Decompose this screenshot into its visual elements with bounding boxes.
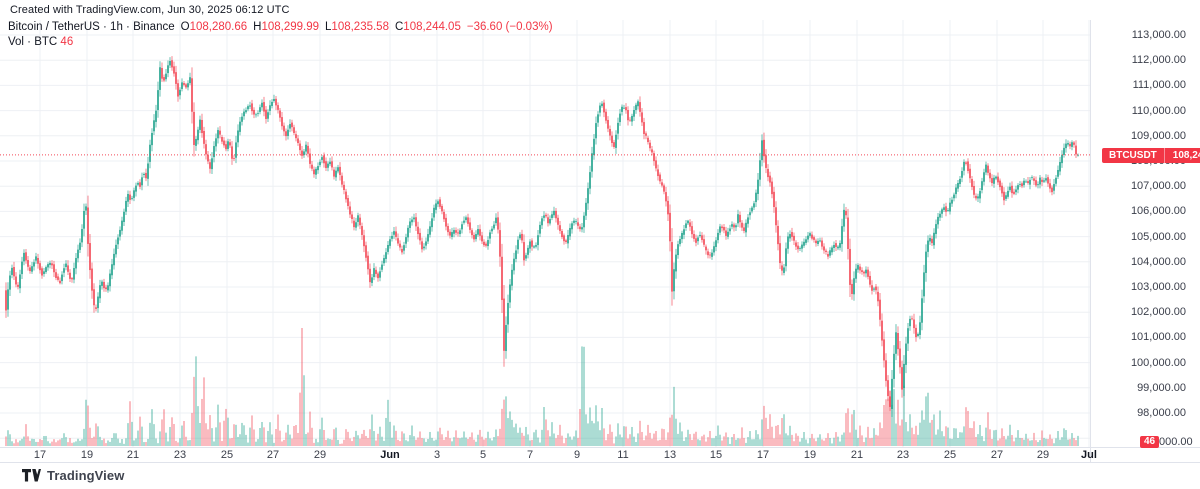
- legend-symbol-row: Bitcoin / TetherUS · 1h · Binance O108,28…: [8, 21, 553, 33]
- time-tick-label: 7: [526, 449, 534, 461]
- time-tick-label: 19: [803, 449, 817, 461]
- time-tick-label: 27: [266, 449, 280, 461]
- volume-value: 46: [60, 36, 74, 48]
- price-tick-label: 107,000.00: [1130, 180, 1186, 193]
- price-tick-label: 104,000.00: [1130, 255, 1186, 268]
- price-tick-label: 103,000.00: [1130, 281, 1186, 293]
- footer-separator: [0, 462, 1200, 463]
- price-axis-separator: [1090, 20, 1091, 462]
- price-tick-label: 99,000.00: [1137, 381, 1186, 394]
- time-tick-label: 9: [573, 449, 581, 461]
- high-label: H: [253, 21, 262, 33]
- time-axis[interactable]: 17 19 21 23 25 27 29 Jun 3 5 7 9 11 13 15 17 19 21 23 25 27 2…: [0, 449, 1097, 462]
- time-tick-label: 19: [80, 449, 94, 461]
- time-tick-label: 13: [663, 449, 677, 461]
- last-price-badge: BTCUSDT 108,244.05: [1102, 148, 1200, 163]
- price-tick-label: 101,000.00: [1130, 331, 1186, 344]
- time-tick-label: Jul: [1081, 449, 1097, 461]
- time-tick-label: 25: [220, 449, 234, 461]
- close-label: C: [394, 21, 404, 33]
- time-tick-label: Jun: [380, 449, 400, 461]
- time-tick-label: 21: [126, 449, 140, 461]
- low-label: L: [325, 21, 332, 33]
- tradingview-logo-text: TradingView: [47, 468, 125, 483]
- price-tick-label: 102,000.00: [1130, 306, 1186, 319]
- last-price-badge-value: 108,244.05: [1172, 150, 1200, 161]
- price-tick-label: 109,000.00: [1130, 129, 1186, 142]
- time-tick-label: 29: [313, 449, 327, 461]
- time-tick-label: 25: [943, 449, 957, 461]
- price-axis-partial-label: 000.00: [1159, 436, 1193, 448]
- tradingview-logo-icon: [22, 469, 41, 482]
- time-axis-separator: [0, 447, 1200, 448]
- time-tick-label: 27: [990, 449, 1004, 461]
- price-tick-label: 112,000.00: [1131, 54, 1186, 67]
- price-tick-label: 100,000.00: [1130, 356, 1186, 369]
- tradingview-watermark[interactable]: TradingView: [22, 468, 124, 483]
- price-tick-label: 105,000.00: [1130, 230, 1186, 243]
- time-tick-label: 17: [756, 449, 770, 461]
- price-tick-label: 106,000.00: [1130, 205, 1186, 218]
- high-value: 108,299.99: [261, 21, 320, 33]
- close-value: 108,244.05: [403, 21, 461, 33]
- price-tick-label: 113,000.00: [1131, 29, 1186, 41]
- price-tick-label: 111,000.00: [1132, 79, 1186, 92]
- time-tick-label: 15: [709, 449, 723, 461]
- symbol-description[interactable]: Bitcoin / TetherUS · 1h · Binance: [8, 21, 175, 33]
- last-volume-badge: 46: [1140, 436, 1160, 448]
- attribution-text: Created with TradingView.com, Jun 30, 20…: [10, 4, 290, 16]
- change-value: −36.60 (−0.03%): [466, 21, 553, 33]
- time-tick-label: 3: [433, 449, 441, 461]
- time-tick-label: 17: [33, 449, 47, 461]
- time-tick-label: 11: [617, 449, 629, 461]
- legend-volume-row: Vol · BTC 46: [8, 36, 553, 48]
- last-price-badge-symbol: BTCUSDT: [1102, 148, 1165, 163]
- open-value: 108,280.66: [189, 21, 248, 33]
- open-label: O: [180, 21, 190, 33]
- time-tick-label: 5: [479, 449, 487, 461]
- price-tick-label: 98,000.00: [1137, 407, 1186, 419]
- time-tick-label: 21: [850, 449, 864, 461]
- price-tick-label: 110,000.00: [1131, 104, 1186, 117]
- volume-label[interactable]: Vol · BTC: [8, 36, 58, 48]
- chart-legend: Bitcoin / TetherUS · 1h · Binance O108,28…: [8, 21, 553, 48]
- time-tick-label: 23: [896, 449, 910, 461]
- price-axis[interactable]: 113,000.00 112,000.00 111,000.00 110,000.00…: [1091, 20, 1200, 462]
- low-value: 108,235.58: [331, 21, 389, 33]
- time-tick-label: 23: [173, 449, 187, 461]
- time-tick-label: 29: [1036, 449, 1050, 461]
